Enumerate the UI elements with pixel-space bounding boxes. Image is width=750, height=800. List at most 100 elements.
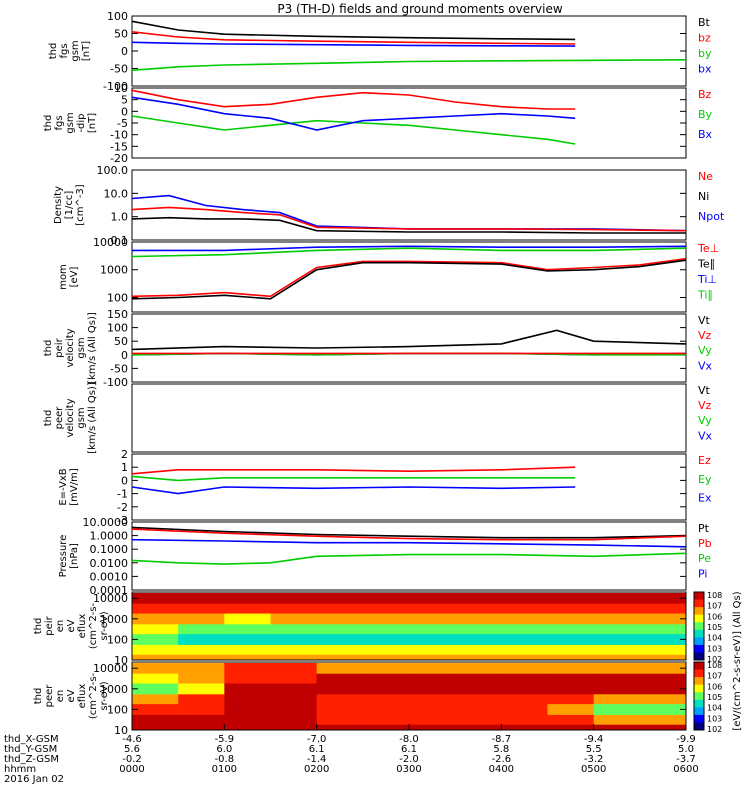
heatmap-cell [547,603,595,615]
colorbar-swatch [694,644,704,653]
heatmap-cell [501,704,548,716]
y-axis-label: [nPa] [69,543,80,569]
colorbar-tick-label: 108 [707,661,722,670]
heatmap-cell [178,613,225,625]
x-tick-label: 0600 [673,764,698,775]
heatmap-cell [593,714,641,726]
panel-frame [131,15,687,87]
panel-6: thd peer velocity gsm [km/s (All Qs)] Vt Vz Vy V… [43,382,713,454]
colorbar-tick-label: 105 [707,623,722,632]
heatmap-cell [132,694,179,706]
y-axis-label: gsm [76,407,87,428]
heatmap-cell [455,673,502,685]
y-axis-label: fgs [59,43,70,58]
heatmap-cell [501,634,548,646]
legend-entry: Ti∥ [697,289,713,302]
y-tick-label: -5 [117,117,128,130]
heatmap-cell [362,634,410,646]
y-axis-label: sr-eV) [99,681,110,710]
heatmap-cell [455,662,502,674]
y-tick-label: 0.0010 [90,570,129,583]
series-line-Pt [131,526,687,539]
legend-entry: Pi [698,567,707,580]
colorbar-swatch [694,652,704,661]
y-tick-label: -2 [117,501,128,514]
heatmap-cell [270,704,318,716]
heatmap-cell [547,662,595,674]
heatmap-cell [639,662,687,674]
heatmap-cell [455,603,502,615]
y-axis-label: [eV] [69,267,80,288]
heatmap-cell [409,603,456,615]
legend-entry: bx [698,63,712,76]
heatmap-cell [178,704,225,716]
heatmap-cell [501,673,548,685]
y-axis-label: mom [58,264,69,290]
legend-entry: Vy [698,344,712,357]
heatmap-cell [547,613,595,625]
heatmap-cell [501,603,548,615]
heatmap-cell [593,662,641,674]
panel-frame [131,169,687,241]
x-tick-label: 5.6 [124,744,140,755]
colorbar-tick-label: 103 [707,644,722,653]
heatmap-cell [501,654,548,661]
heatmap-cell [409,624,456,636]
y-tick-label: 100 [107,633,128,646]
heatmap-cell [224,644,271,656]
x-tick-label: 0300 [396,764,421,775]
heatmap-cell [362,704,410,716]
panel-frame [131,241,687,313]
heatmap-cell [270,683,318,695]
heatmap-cell [224,683,271,695]
heatmap-cell [178,624,225,636]
colorbar-swatch [694,707,704,716]
heatmap-cell [224,634,271,646]
panel-9: 10000 1000 100 10 thd peir en eV eflux (cm^2-s-sr… [33,591,687,667]
heatmap-cell [501,644,548,656]
x-tick-label: -2.0 [399,754,419,765]
colorbar-tick-label: 104 [707,704,722,713]
colorbar-swatch [694,637,704,646]
heatmap-cell [316,654,364,661]
y-tick-label: 1000 [100,683,128,696]
y-axis-label: thd [33,618,44,635]
y-tick-label: 1000 [100,264,128,277]
x-axis-row-label: thd_X-GSM [4,734,59,745]
x-tick-label: 5.0 [678,744,694,755]
panel-1: 100 50 0 -50 -100 thd fgs gsm [nT] Bt bz by bx [48,10,712,93]
y-axis-label: sr-eV) [99,611,110,640]
legend-entry: Ey [698,473,712,486]
heatmap-cell [132,683,179,695]
heatmap-cell [316,724,364,731]
y-tick-label: 5 [121,94,128,107]
heatmap-cell [224,603,271,615]
y-axis-label: en [55,620,66,633]
series-line-Ni [131,216,686,234]
colorbar-tick-label: 103 [707,714,722,723]
colorbar-swatch [694,677,704,686]
heatmap-cell [409,613,456,625]
heatmap-cell [132,644,179,656]
heatmap-cell [501,624,548,636]
x-axis-row-label: 2016 Jan 02 [4,774,64,785]
y-axis-label: eV [66,689,77,702]
y-axis-label: gsm [76,337,87,358]
heatmap-cell [132,613,179,625]
heatmap-cell [639,673,687,685]
x-tick-label: 0200 [304,764,329,775]
heatmap-cell [593,704,641,716]
heatmap-cell [455,724,502,731]
y-tick-label: 0.1000 [90,543,129,556]
heatmap-cell [455,683,502,695]
y-tick-label: 1 [121,461,128,474]
x-axis-row-label: thd_Z-GSM [4,754,59,765]
heatmap-cell [270,644,318,656]
x-tick-label: 5.5 [586,744,602,755]
heatmap-cell [639,704,687,716]
series-line-Pb [131,528,687,541]
heatmap-cell [409,654,456,661]
heatmap-cell [316,714,364,726]
